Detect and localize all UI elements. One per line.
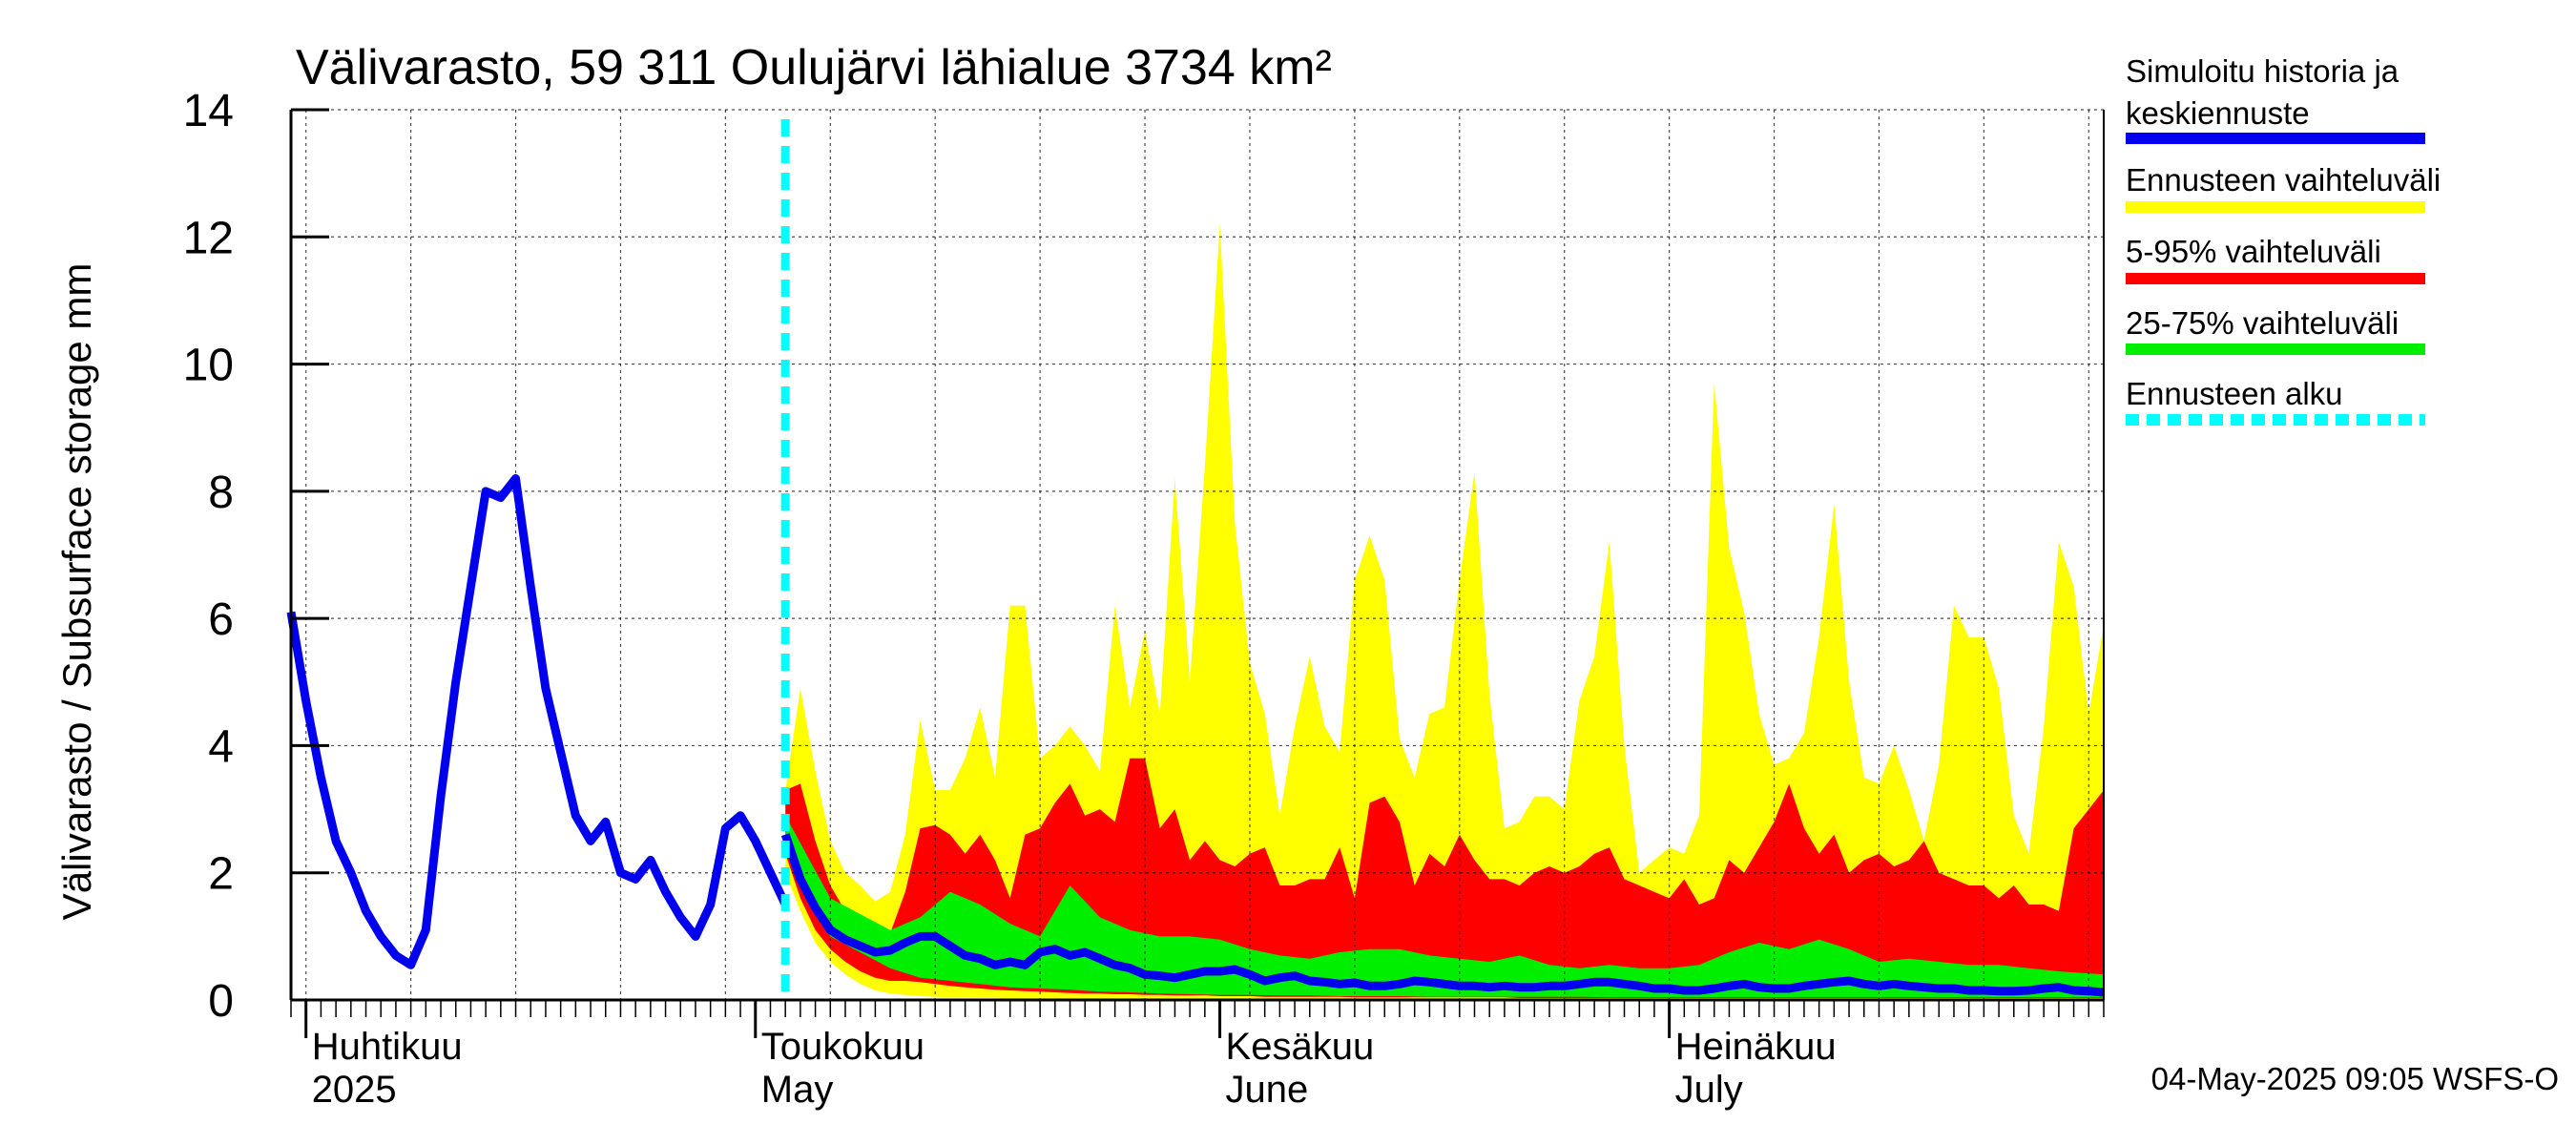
forecast-mean-line: [780, 833, 2105, 997]
legend-label: Ennusteen alku: [2126, 376, 2343, 411]
month-label-en: 2025: [312, 1069, 397, 1111]
y-tick-label: 14: [183, 86, 234, 136]
series: [286, 119, 2105, 1000]
month-label-fi: Huhtikuu: [312, 1026, 463, 1068]
y-tick-label: 8: [208, 468, 234, 518]
chart-title: Välivarasto, 59 311 Oulujärvi lähialue 3…: [296, 40, 1332, 95]
grid: [291, 109, 2104, 1000]
legend-label: keskiennuste: [2126, 95, 2310, 131]
legend-label: 25-75% vaihteluväli: [2126, 305, 2399, 341]
y-tick-label: 10: [183, 341, 234, 391]
y-tick-label: 0: [208, 976, 234, 1027]
legend-label: 5-95% vaihteluväli: [2126, 234, 2381, 269]
y-tick-label: 12: [183, 213, 234, 263]
month-label-fi: Kesäkuu: [1226, 1026, 1375, 1068]
legend-label: Ennusteen vaihteluväli: [2126, 162, 2441, 198]
legend-label: Simuloitu historia ja: [2126, 53, 2399, 89]
y-axis-label: Välivarasto / Subsurface storage mm: [54, 263, 99, 921]
y-tick-label: 2: [208, 849, 234, 900]
month-label-en: May: [761, 1069, 834, 1111]
y-tick-label: 4: [208, 721, 234, 772]
month-label-fi: Heinäkuu: [1675, 1026, 1837, 1068]
month-label-en: July: [1675, 1069, 1743, 1111]
labels: Välivarasto, 59 311 Oulujärvi lähialue 3…: [54, 40, 2559, 1096]
month-label-en: June: [1226, 1069, 1309, 1111]
y-tick-label: 6: [208, 594, 234, 645]
legend: Simuloitu historia ja keskiennuste Ennuste…: [2126, 53, 2441, 426]
history-line: [286, 474, 790, 969]
footer-timestamp: 04-May-2025 09:05 WSFS-O: [2151, 1061, 2559, 1096]
month-label-fi: Toukokuu: [761, 1026, 924, 1068]
